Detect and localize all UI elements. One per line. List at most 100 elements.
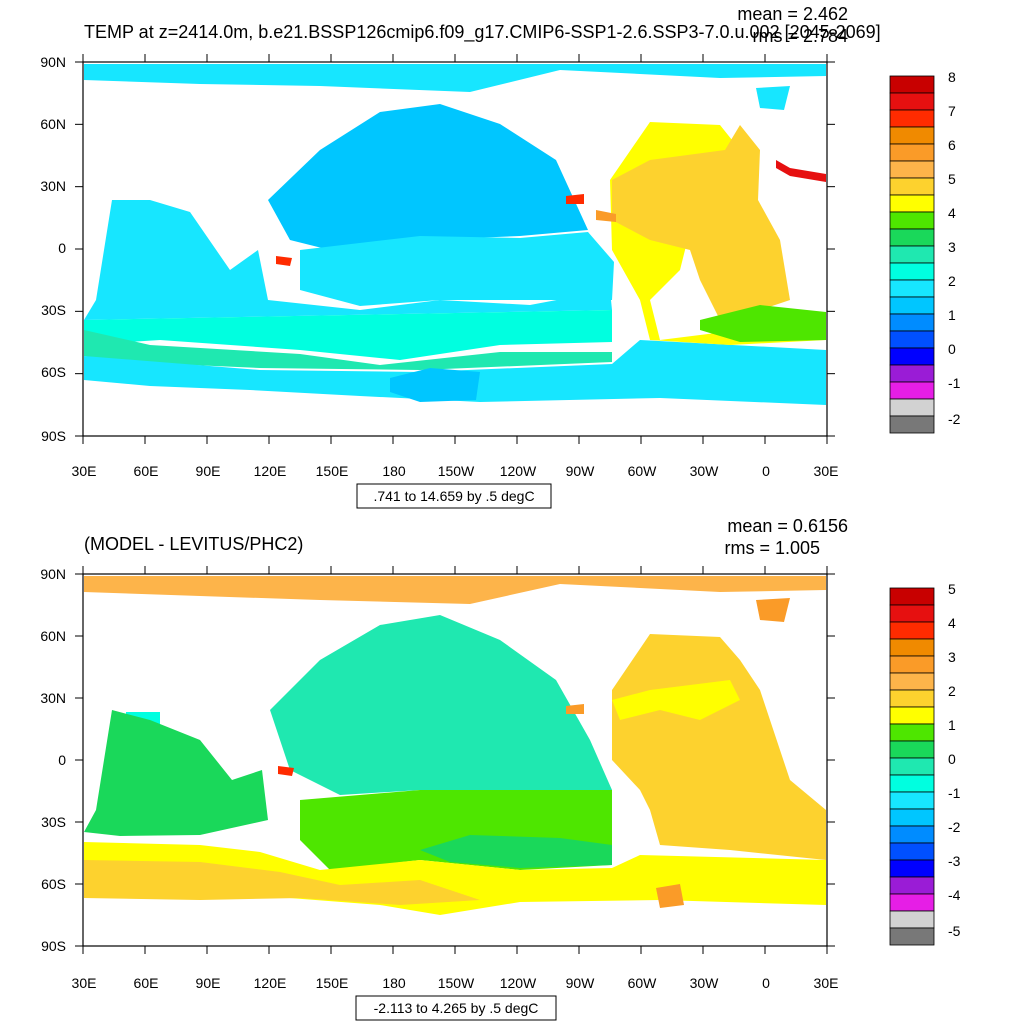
lat-tick-label: 30N <box>40 178 66 194</box>
colorbar-swatch <box>889 330 935 349</box>
map-bottom <box>84 576 826 915</box>
colorbar-swatch <box>889 723 935 742</box>
colorbar-swatch <box>889 825 935 844</box>
lat-tick-label: 30N <box>40 690 66 706</box>
colorbar-label: -2 <box>948 819 961 835</box>
panel-bottom-mean: mean = 0.6156 <box>727 516 848 536</box>
map-top-indian-ocean <box>84 200 612 320</box>
panel-bottom-rms: rms = 1.005 <box>724 538 820 558</box>
map-top-southern-band-2 <box>84 330 612 370</box>
colorbar-swatch <box>889 381 935 400</box>
panel-bottom: (MODEL - LEVITUS/PHC2) mean = 0.6156 rms… <box>40 516 961 1021</box>
map-bottom-southern-orange <box>84 860 480 905</box>
colorbar-swatch <box>889 126 935 145</box>
lon-tick-label: 90E <box>196 463 221 479</box>
colorbar-label: 1 <box>948 307 956 323</box>
colorbar-swatch <box>889 313 935 332</box>
colorbar-swatch <box>889 177 935 196</box>
map-bottom-north-atlantic-yellow <box>612 680 740 720</box>
colorbar-label: -1 <box>948 785 961 801</box>
lon-tick-label: 30E <box>814 975 839 991</box>
map-bottom-north-atlantic-patch <box>756 598 790 622</box>
colorbar-swatch <box>889 245 935 264</box>
colorbar-label: -2 <box>948 411 961 427</box>
lon-tick-label: 90E <box>196 975 221 991</box>
lon-tick-label: 120W <box>500 463 537 479</box>
lon-tick-label: 0 <box>762 463 770 479</box>
colorbar-label: 2 <box>948 273 956 289</box>
colorbar-swatch <box>889 706 935 725</box>
colorbar-label: 4 <box>948 205 956 221</box>
lon-tick-label: 30E <box>72 975 97 991</box>
lat-tick-label: 60S <box>41 364 66 380</box>
map-top-lon-axis: 30E 60E 90E 120E 150E 180 150W 120W 90W … <box>72 463 839 479</box>
colorbar-swatch <box>889 655 935 674</box>
panel-top-mean: mean = 2.462 <box>737 4 848 24</box>
lon-tick-label: 60E <box>134 463 159 479</box>
colorbar-swatch <box>889 876 935 895</box>
map-top-south-atlantic-green <box>700 305 826 342</box>
panel-top: TEMP at z=2414.0m, b.e21.BSSP126cmip6.f0… <box>40 4 961 509</box>
colorbar-swatch <box>889 842 935 861</box>
lat-tick-label: 0 <box>58 752 66 768</box>
map-top-north-atlantic-patch <box>756 86 790 110</box>
map-top-west-atlantic-patch <box>596 210 616 222</box>
map-bottom-arctic <box>84 576 826 604</box>
lon-tick-label: 60W <box>628 975 658 991</box>
colorbar-swatch <box>889 211 935 230</box>
map-bottom-west-atlantic-patch <box>566 704 584 714</box>
colorbar-label: 5 <box>948 171 956 187</box>
panel-bottom-title: (MODEL - LEVITUS/PHC2) <box>84 534 303 554</box>
colorbar-label: -5 <box>948 923 961 939</box>
colorbar-label: 4 <box>948 615 956 631</box>
colorbar-label: -1 <box>948 375 961 391</box>
lat-tick-label: 90S <box>41 938 66 954</box>
map-top-southern-band-1 <box>84 310 612 360</box>
lon-tick-label: 90W <box>566 975 596 991</box>
range-label-box-top: .741 to 14.659 by .5 degC <box>356 483 552 509</box>
colorbar-label: 8 <box>948 69 956 85</box>
colorbar-swatch <box>889 740 935 759</box>
colorbar-label: 7 <box>948 103 956 119</box>
panel-top-rms: rms = 2.784 <box>752 26 848 46</box>
lat-tick-label: 60S <box>41 876 66 892</box>
map-top-atlantic-warm <box>612 125 790 320</box>
colorbar-swatch <box>889 604 935 623</box>
colorbar-label: 5 <box>948 581 956 597</box>
lon-tick-label: 150W <box>438 463 475 479</box>
lat-tick-label: 30S <box>41 814 66 830</box>
lon-tick-label: 150E <box>316 463 349 479</box>
lon-tick-label: 120E <box>254 975 287 991</box>
map-bottom-indian-ocean <box>84 710 268 836</box>
lon-tick-label: 30E <box>814 463 839 479</box>
colorbar-swatch <box>889 75 935 94</box>
range-label-bottom: -2.113 to 4.265 by .5 degC <box>374 1000 539 1016</box>
colorbar-swatch <box>889 587 935 606</box>
map-bottom-gulf <box>278 766 294 776</box>
lon-tick-label: 60W <box>628 463 658 479</box>
lon-tick-label: 0 <box>762 975 770 991</box>
colorbar-swatch <box>889 92 935 111</box>
lat-tick-label: 90N <box>40 566 66 582</box>
map-bottom-south-atlantic-patch <box>656 884 684 908</box>
lat-tick-label: 30S <box>41 302 66 318</box>
map-tick-marks <box>75 54 835 444</box>
map-top-mediterranean <box>776 160 826 182</box>
colorbar-swatch <box>889 296 935 315</box>
colorbar-bottom-labels: 5 4 3 2 1 0 -1 -2 -3 -4 -5 <box>948 581 961 939</box>
colorbar-swatch <box>889 398 935 417</box>
lat-tick-label: 90N <box>40 54 66 70</box>
lat-tick-label: 90S <box>41 428 66 444</box>
colorbar-swatch <box>889 757 935 776</box>
colorbar-swatch <box>889 893 935 912</box>
colorbar-label: -4 <box>948 887 961 903</box>
lon-tick-label: 90W <box>566 463 596 479</box>
colorbar-label: 2 <box>948 683 956 699</box>
colorbar-label: 1 <box>948 717 956 733</box>
lat-tick-label: 0 <box>58 240 66 256</box>
colorbar-swatch <box>889 689 935 708</box>
colorbar-top-labels: 8 7 6 5 4 3 2 1 0 -1 -2 <box>948 69 961 427</box>
map-top-arctic <box>84 64 826 92</box>
colorbar-label: 0 <box>948 341 956 357</box>
colorbar-swatch <box>889 808 935 827</box>
